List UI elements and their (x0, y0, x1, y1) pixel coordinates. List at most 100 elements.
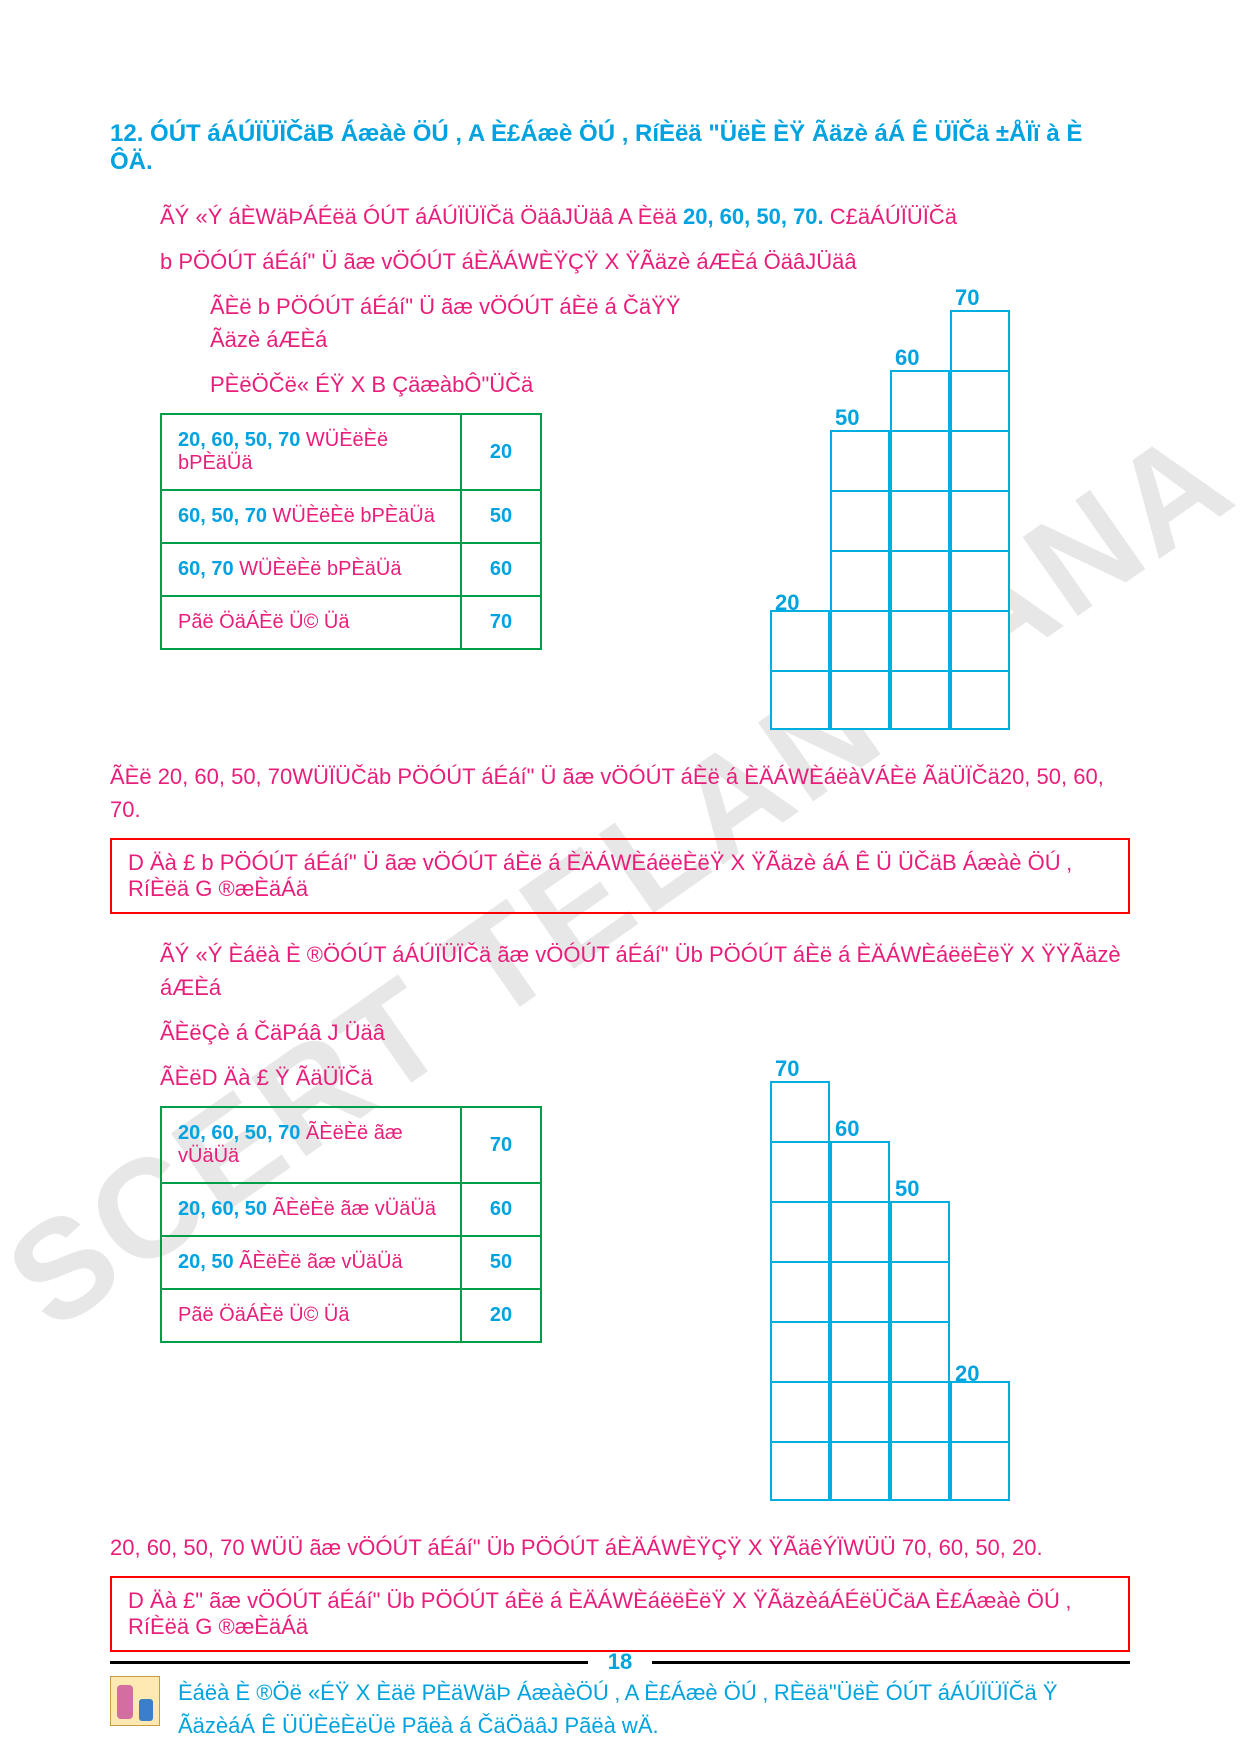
paragraph-6: ÃÝ «Ý Èáëà È ®ÖÓÚT áÁÚÏÜÏČä ãæ vÖÓÚT áÉá… (160, 938, 1130, 1004)
label-tail: ÃÈëÈë ãæ vÜäÜä (267, 1198, 436, 1220)
stair-column (830, 1141, 890, 1501)
stair-label: 60 (835, 1116, 859, 1142)
stair-cell (952, 1441, 1008, 1501)
table-cell-label: Pãë ÖäÁÈë Ü© Üä (161, 596, 461, 649)
stair-cell (832, 1441, 888, 1501)
ascending-stair-chart: 20506070 (770, 290, 1130, 730)
number-sequence: 60, 70 (178, 558, 234, 580)
paragraph-7: ÃÈëÇè á ČäPáâ J Üäâ (160, 1016, 1130, 1049)
stair-label: 50 (835, 405, 859, 431)
stair-cell (772, 1081, 828, 1141)
stair-cell (832, 1261, 888, 1321)
label-tail: WÜÈëÈë bPÈäÜä (267, 505, 435, 527)
stair-cell (832, 490, 888, 550)
stair-column (950, 1381, 1010, 1501)
stair-cell (892, 490, 948, 550)
table-cell-label: 20, 50 ÃÈëÈë ãæ vÜäÜä (161, 1236, 461, 1289)
stair-column (890, 1201, 950, 1501)
stair-cell (832, 670, 888, 730)
stair-cell (832, 1321, 888, 1381)
table-cell-value: 50 (461, 1236, 541, 1289)
table-row: Pãë ÖäÁÈë Ü© Üä 70 (161, 596, 541, 649)
table-cell-value: 70 (461, 596, 541, 649)
number-sequence: 20, 60, 50, 70 (178, 1122, 300, 1144)
number-sequence: 60, 50, 70 (178, 505, 267, 527)
stair-cell (952, 610, 1008, 670)
number-sequence: 20, 60, 50 (178, 1198, 267, 1220)
table-row: 20, 50 ÃÈëÈë ãæ vÜäÜä50 (161, 1236, 541, 1289)
paragraph-3: ÃÈë b PÖÓÚT áÉáí" Ü ãæ vÖÓÚT áÈë á ČäŸŸ … (210, 290, 720, 356)
stair-label: 70 (775, 1056, 799, 1082)
stair-cell (772, 1381, 828, 1441)
label-tail: Pãë ÖäÁÈë Ü© Üä (178, 611, 349, 633)
table-row: 60, 50, 70 WÜÈëÈë bPÈäÜä50 (161, 490, 541, 543)
table-cell-label: 60, 70 WÜÈëÈë bPÈäÜä (161, 543, 461, 596)
paragraph-8: ÃÈëD Äà £ Ÿ ÃäÜÏČä (160, 1061, 720, 1094)
descending-stair-chart: 70605020 (770, 1061, 1130, 1501)
paragraph-4: PÈëÖČë« ÉŸ X B ÇäæàbÔ"ÜČä (210, 368, 720, 401)
table-cell-label: 20, 60, 50, 70 WÜÈëÈë bPÈäÜä (161, 414, 461, 490)
stair-cell (892, 1441, 948, 1501)
stair-cell (952, 1381, 1008, 1441)
table-cell-value: 50 (461, 490, 541, 543)
stair-cell (772, 1321, 828, 1381)
stair-cell (952, 670, 1008, 730)
stair-cell (772, 1201, 828, 1261)
p1-numbers: 20, 60, 50, 70. (683, 204, 824, 229)
paragraph-9: 20, 60, 50, 70 WÜÜ ãæ vÖÓÚT áÉáí" Üb PÖÓ… (110, 1531, 1130, 1564)
label-tail: Pãë ÖäÁÈë Ü© Üä (178, 1304, 349, 1326)
stair-cell (772, 610, 828, 670)
stair-cell (832, 1381, 888, 1441)
stair-cell (952, 310, 1008, 370)
stair-label: 60 (895, 345, 919, 371)
table-cell-label: 60, 50, 70 WÜÈëÈë bPÈäÜä (161, 490, 461, 543)
descending-table: 20, 60, 50, 70 ÃÈëÈë ãæ vÜäÜä7020, 60, 5… (160, 1106, 542, 1343)
p1-prefix: ÃÝ «Ý áÈWäÞÁÉëä ÓÚT áÁÚÏÜÏČä ÖäâJÜäâ A È… (160, 204, 677, 229)
teacher-student-icon (110, 1676, 160, 1726)
stair-cell (832, 550, 888, 610)
stair-cell (772, 1441, 828, 1501)
stair-cell (832, 1201, 888, 1261)
label-tail: ÃÈëÈë ãæ vÜäÜä (234, 1251, 403, 1273)
footer-section: Èáëà È ®Öë «ÉŸ X Èäë PÈäWäÞ ÁæàèÖÚ ‚ A È… (110, 1676, 1130, 1742)
p1-suffix: C£äÁÚÏÜÏČä (830, 204, 957, 229)
stair-cell (952, 490, 1008, 550)
stair-label: 50 (895, 1176, 919, 1202)
stair-cell (832, 1141, 888, 1201)
stair-column (830, 430, 890, 730)
stair-column (950, 310, 1010, 730)
table-cell-value: 60 (461, 543, 541, 596)
stair-cell (952, 550, 1008, 610)
ascending-definition-box: D Äà £ b PÖÓÚT áÉáí" Ü ãæ vÖÓÚT áÈë á ÈÄ… (110, 838, 1130, 914)
table-cell-value: 60 (461, 1183, 541, 1236)
stair-label: 70 (955, 285, 979, 311)
stair-cell (892, 370, 948, 430)
stair-cell (892, 1321, 948, 1381)
number-sequence: 20, 50 (178, 1251, 234, 1273)
table-row: 20, 60, 50 ÃÈëÈë ãæ vÜäÜä 60 (161, 1183, 541, 1236)
table-row: 20, 60, 50, 70 ÃÈëÈë ãæ vÜäÜä70 (161, 1107, 541, 1183)
exercise-heading: 12. ÓÚT áÁÚÏÜÏČäB Áæàè ÖÚ ‚ A È£Áæè ÖÚ ‚… (110, 120, 1130, 176)
stair-column (770, 610, 830, 730)
stair-cell (772, 1261, 828, 1321)
table-row: 20, 60, 50, 70 WÜÈëÈë bPÈäÜä20 (161, 414, 541, 490)
paragraph-1: ÃÝ «Ý áÈWäÞÁÉëä ÓÚT áÁÚÏÜÏČä ÖäâJÜäâ A È… (160, 200, 1130, 233)
stair-cell (952, 370, 1008, 430)
stair-column (890, 370, 950, 730)
stair-column (770, 1081, 830, 1501)
stair-cell (832, 610, 888, 670)
table-cell-label: 20, 60, 50, 70 ÃÈëÈë ãæ vÜäÜä (161, 1107, 461, 1183)
footer-text: Èáëà È ®Öë «ÉŸ X Èäë PÈäWäÞ ÁæàèÖÚ ‚ A È… (178, 1676, 1130, 1742)
label-tail: WÜÈëÈë bPÈäÜä (234, 558, 402, 580)
table-cell-value: 70 (461, 1107, 541, 1183)
stair-label: 20 (775, 590, 799, 616)
stair-cell (892, 610, 948, 670)
stair-cell (892, 670, 948, 730)
stair-cell (892, 1201, 948, 1261)
stair-cell (832, 430, 888, 490)
stair-cell (952, 430, 1008, 490)
table-cell-value: 20 (461, 1289, 541, 1342)
stair-label: 20 (955, 1361, 979, 1387)
table-cell-label: Pãë ÖäÁÈë Ü© Üä (161, 1289, 461, 1342)
number-sequence: 20, 60, 50, 70 (178, 429, 300, 451)
